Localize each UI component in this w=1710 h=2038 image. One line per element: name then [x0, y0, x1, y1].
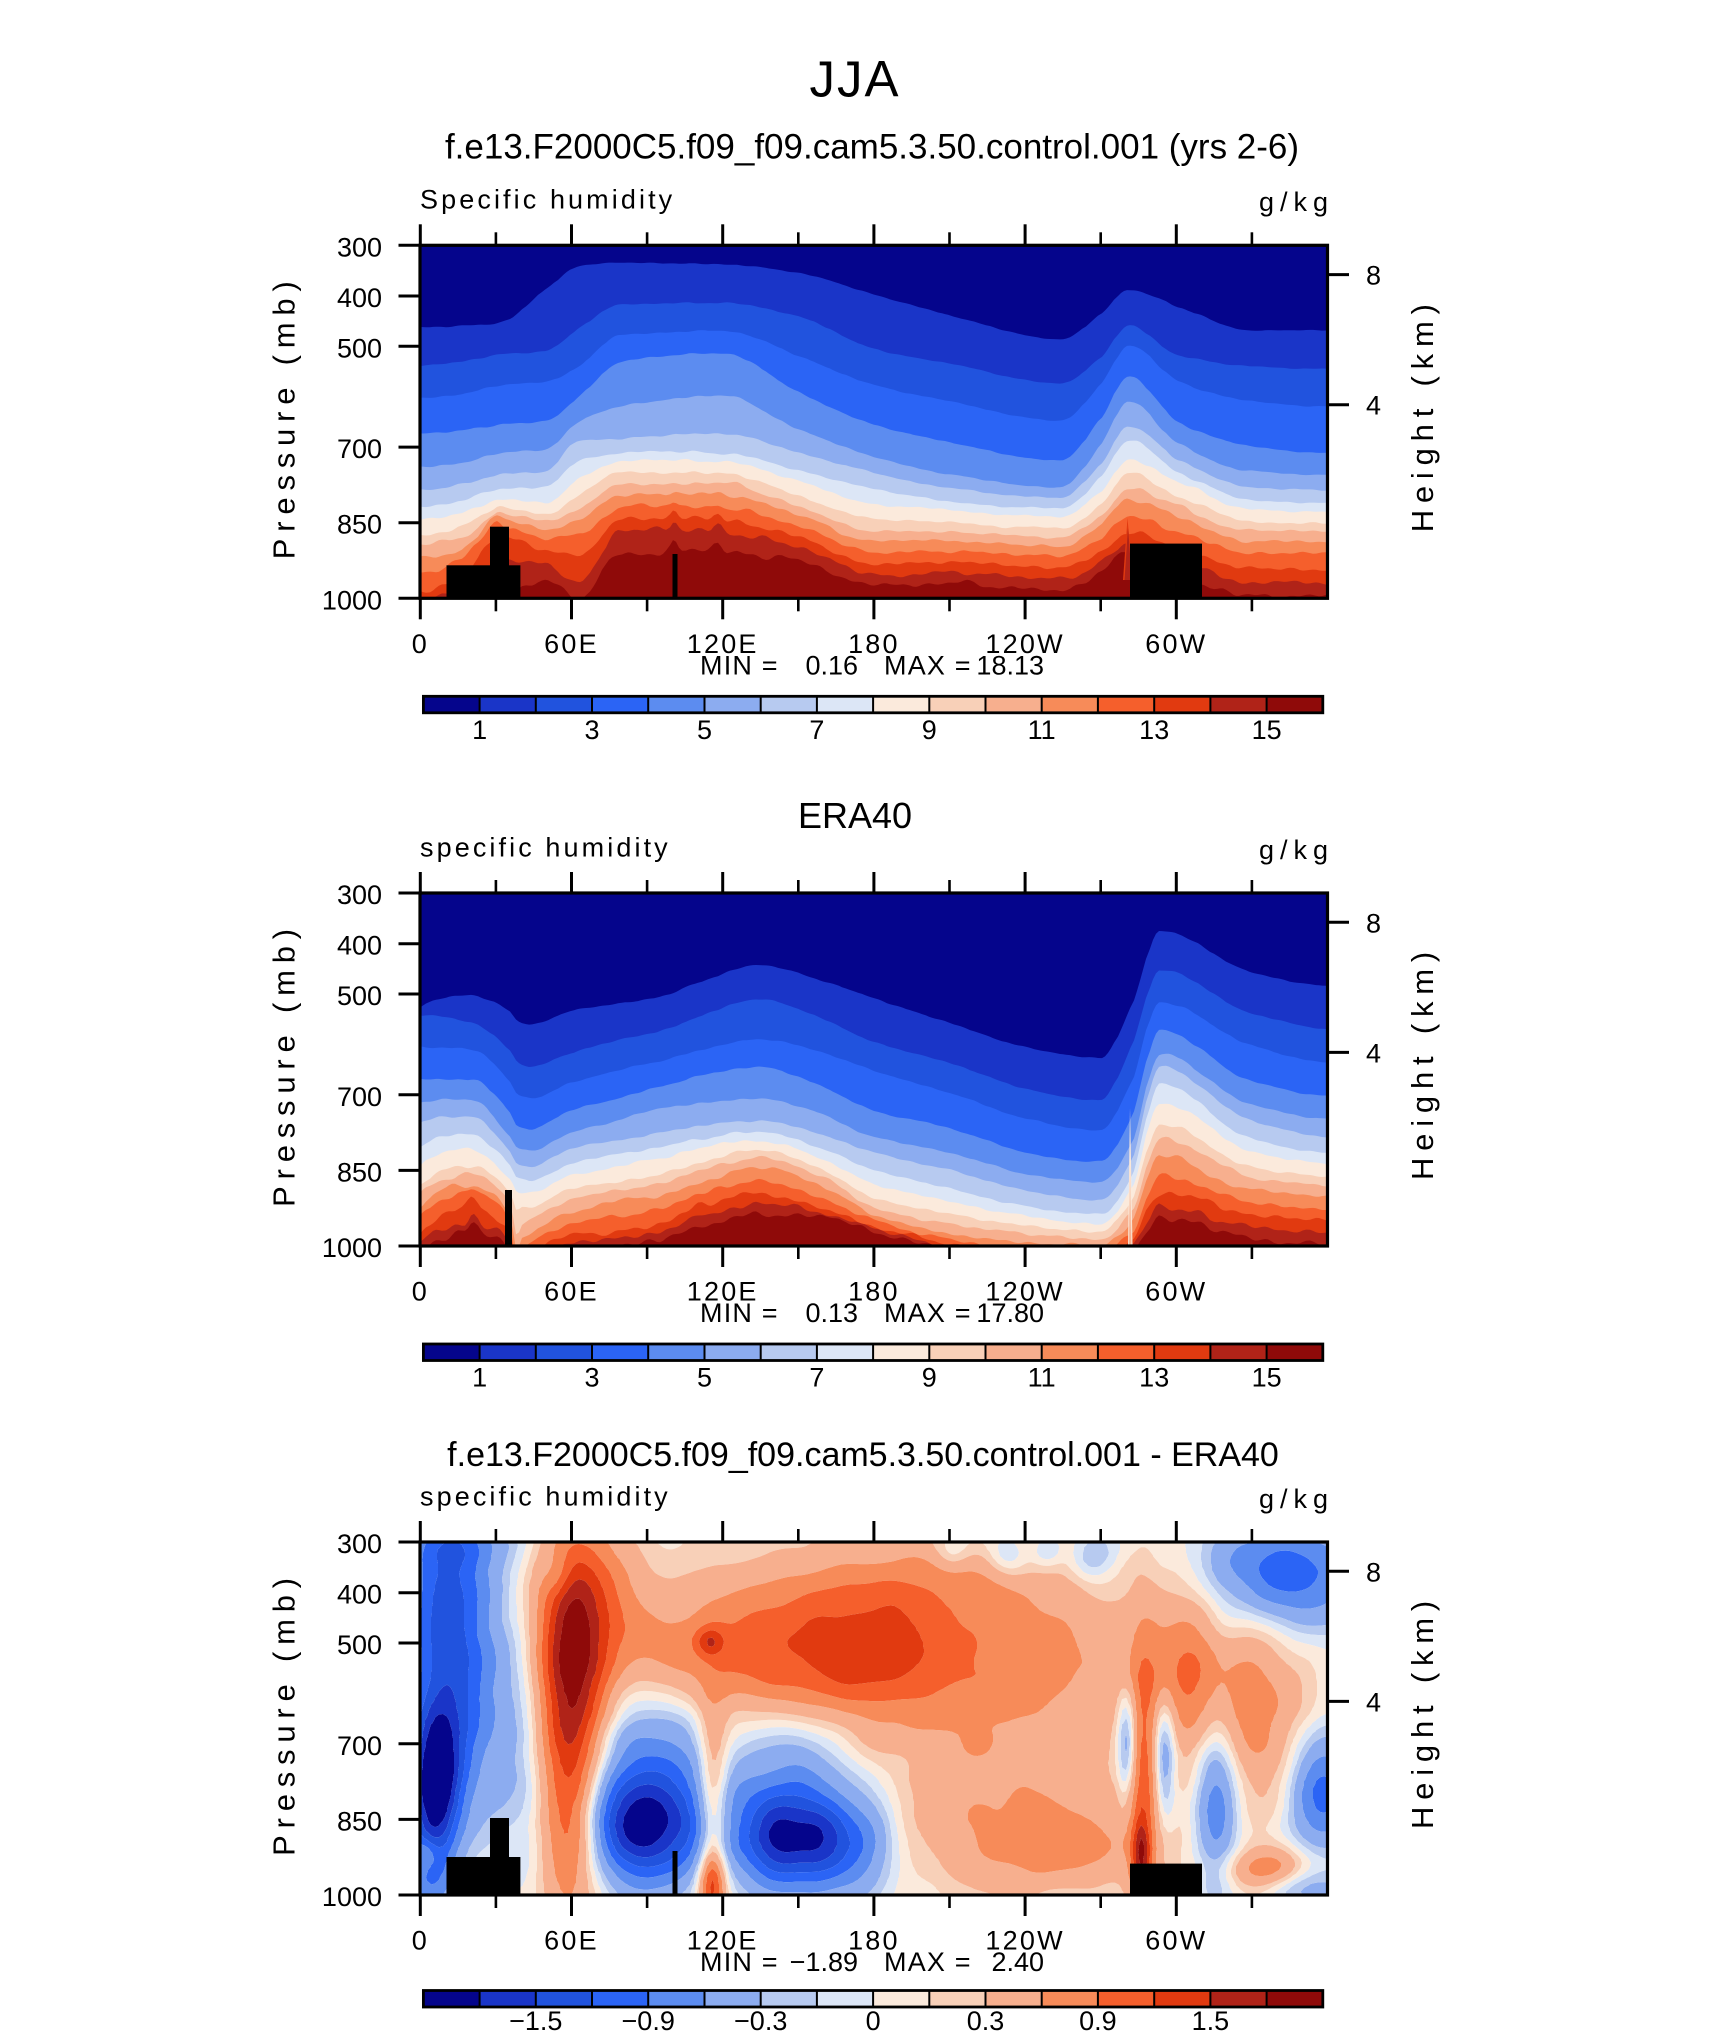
svg-text:Height (km): Height (km): [1405, 297, 1440, 532]
svg-text:4: 4: [1366, 1687, 1381, 1717]
svg-text:0: 0: [866, 2006, 881, 2036]
svg-text:60W: 60W: [1145, 629, 1207, 659]
svg-text:5: 5: [697, 715, 712, 745]
svg-text:MIN =: MIN =: [700, 1947, 779, 1977]
svg-text:3: 3: [584, 715, 599, 745]
svg-text:0.9: 0.9: [1079, 2006, 1117, 2036]
svg-text:5: 5: [697, 1363, 712, 1393]
svg-text:Pressure (mb): Pressure (mb): [267, 1571, 302, 1856]
svg-text:400: 400: [337, 931, 382, 961]
svg-text:ERA40: ERA40: [798, 795, 912, 836]
svg-text:1000: 1000: [322, 1882, 382, 1912]
svg-text:4: 4: [1366, 391, 1381, 421]
svg-text:f.e13.F2000C5.f09_f09.cam5.3.5: f.e13.F2000C5.f09_f09.cam5.3.50.control.…: [445, 128, 1299, 167]
svg-text:850: 850: [337, 510, 382, 540]
svg-text:f.e13.F2000C5.f09_f09.cam5.3.5: f.e13.F2000C5.f09_f09.cam5.3.50.control.…: [447, 1436, 1279, 1474]
svg-text:1000: 1000: [322, 1233, 382, 1263]
svg-text:Height (km): Height (km): [1405, 1594, 1440, 1829]
svg-text:0: 0: [412, 1277, 429, 1307]
svg-text:1: 1: [472, 1363, 487, 1393]
svg-text:Pressure (mb): Pressure (mb): [267, 922, 302, 1207]
svg-text:11: 11: [1028, 715, 1056, 745]
svg-text:1.5: 1.5: [1192, 2006, 1230, 2036]
svg-text:1000: 1000: [322, 585, 382, 615]
svg-text:MAX =: MAX =: [884, 1298, 972, 1328]
svg-text:700: 700: [337, 1082, 382, 1112]
svg-text:1: 1: [472, 715, 487, 745]
svg-text:0: 0: [412, 1926, 429, 1956]
svg-text:3: 3: [584, 1363, 599, 1393]
svg-text:7: 7: [809, 1363, 824, 1393]
svg-text:Specific humidity: Specific humidity: [420, 185, 675, 215]
svg-text:8: 8: [1366, 908, 1381, 938]
svg-text:850: 850: [337, 1806, 382, 1836]
svg-text:13: 13: [1139, 715, 1169, 745]
svg-text:g/kg: g/kg: [1259, 1484, 1334, 1514]
svg-text:120W: 120W: [985, 1926, 1064, 1956]
svg-text:Pressure (mb): Pressure (mb): [267, 274, 302, 559]
svg-text:850: 850: [337, 1157, 382, 1187]
svg-text:MAX =: MAX =: [884, 1947, 972, 1977]
svg-text:Height (km): Height (km): [1405, 945, 1440, 1180]
svg-text:8: 8: [1366, 1557, 1381, 1587]
svg-text:−0.3: −0.3: [734, 2006, 787, 2036]
svg-text:700: 700: [337, 434, 382, 464]
svg-text:60E: 60E: [544, 629, 599, 659]
svg-text:18.13: 18.13: [976, 651, 1044, 681]
svg-text:400: 400: [337, 283, 382, 313]
svg-text:180: 180: [848, 1277, 900, 1307]
svg-text:120E: 120E: [687, 1277, 759, 1307]
svg-text:120E: 120E: [687, 629, 759, 659]
svg-text:300: 300: [337, 880, 382, 910]
svg-text:0.13: 0.13: [805, 1298, 858, 1328]
svg-text:MAX =: MAX =: [884, 651, 972, 681]
svg-text:4: 4: [1366, 1038, 1381, 1068]
svg-text:JJA: JJA: [809, 51, 900, 108]
svg-text:300: 300: [337, 1529, 382, 1559]
svg-text:0: 0: [412, 629, 429, 659]
svg-text:500: 500: [337, 333, 382, 363]
svg-text:g/kg: g/kg: [1259, 835, 1334, 865]
svg-text:60W: 60W: [1145, 1926, 1207, 1956]
svg-text:60W: 60W: [1145, 1277, 1207, 1307]
svg-text:2.40: 2.40: [991, 1947, 1044, 1977]
svg-text:700: 700: [337, 1731, 382, 1761]
svg-text:MIN =: MIN =: [700, 651, 779, 681]
svg-text:60E: 60E: [544, 1277, 599, 1307]
svg-text:180: 180: [848, 629, 900, 659]
svg-text:−0.9: −0.9: [622, 2006, 675, 2036]
svg-text:120E: 120E: [687, 1926, 759, 1956]
svg-text:180: 180: [848, 1926, 900, 1956]
svg-text:−1.5: −1.5: [509, 2006, 562, 2036]
svg-text:8: 8: [1366, 261, 1381, 291]
svg-text:17.80: 17.80: [976, 1298, 1044, 1328]
svg-text:120W: 120W: [985, 629, 1064, 659]
svg-text:g/kg: g/kg: [1259, 187, 1334, 217]
svg-text:−1.89: −1.89: [790, 1947, 858, 1977]
svg-text:specific humidity: specific humidity: [420, 833, 671, 863]
svg-text:MIN =: MIN =: [700, 1298, 779, 1328]
svg-text:500: 500: [337, 1630, 382, 1660]
svg-text:0.3: 0.3: [967, 2006, 1005, 2036]
svg-text:7: 7: [809, 715, 824, 745]
svg-text:60E: 60E: [544, 1926, 599, 1956]
svg-text:9: 9: [922, 1363, 937, 1393]
svg-text:11: 11: [1028, 1363, 1056, 1393]
svg-text:0.16: 0.16: [805, 651, 858, 681]
svg-text:400: 400: [337, 1580, 382, 1610]
svg-text:9: 9: [922, 715, 937, 745]
svg-text:15: 15: [1252, 715, 1282, 745]
svg-text:13: 13: [1139, 1363, 1169, 1393]
svg-text:specific humidity: specific humidity: [420, 1482, 671, 1512]
svg-text:500: 500: [337, 981, 382, 1011]
svg-text:120W: 120W: [985, 1277, 1064, 1307]
svg-text:300: 300: [337, 232, 382, 262]
svg-text:15: 15: [1252, 1363, 1282, 1393]
